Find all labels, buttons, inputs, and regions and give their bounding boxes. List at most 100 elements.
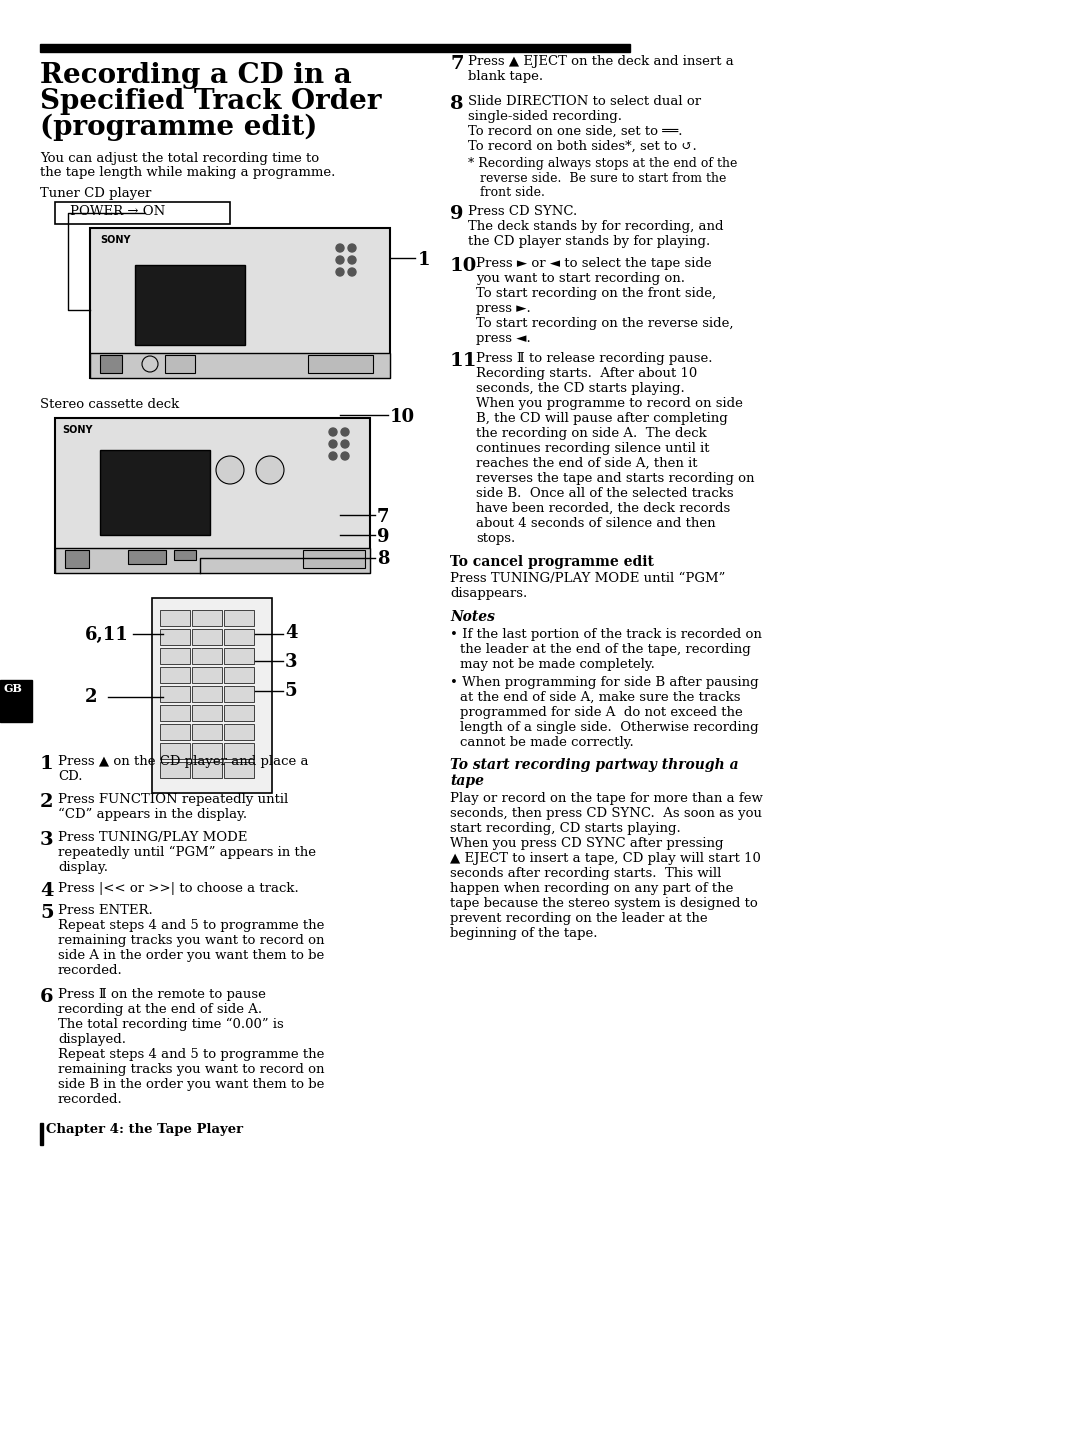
Text: tape because the stereo system is designed to: tape because the stereo system is design… bbox=[450, 896, 758, 909]
Text: B, the CD will pause after completing: B, the CD will pause after completing bbox=[476, 412, 728, 425]
Circle shape bbox=[256, 456, 284, 484]
Text: GB: GB bbox=[4, 684, 23, 694]
Bar bbox=[100, 450, 210, 535]
Circle shape bbox=[348, 245, 356, 252]
Text: To cancel programme edit: To cancel programme edit bbox=[450, 555, 653, 568]
Text: To record on both sides*, set to ↺.: To record on both sides*, set to ↺. bbox=[468, 140, 697, 153]
Text: ▲ EJECT to insert a tape, CD play will start 10: ▲ EJECT to insert a tape, CD play will s… bbox=[450, 852, 761, 865]
Text: remaining tracks you want to record on: remaining tracks you want to record on bbox=[58, 934, 324, 947]
Bar bbox=[40, 1122, 43, 1145]
Text: disappears.: disappears. bbox=[450, 587, 527, 600]
Text: about 4 seconds of silence and then: about 4 seconds of silence and then bbox=[476, 517, 716, 530]
Text: Press ► or ◄ to select the tape side: Press ► or ◄ to select the tape side bbox=[476, 258, 712, 271]
Text: may not be made completely.: may not be made completely. bbox=[460, 658, 654, 671]
Bar bbox=[160, 668, 190, 684]
Text: Press FUNCTION repeatedly until: Press FUNCTION repeatedly until bbox=[58, 793, 288, 806]
Text: 14: 14 bbox=[4, 696, 24, 711]
Bar bbox=[160, 763, 190, 778]
Bar bbox=[192, 743, 222, 758]
Text: seconds, the CD starts playing.: seconds, the CD starts playing. bbox=[476, 381, 685, 394]
Bar bbox=[160, 648, 190, 663]
Text: (programme edit): (programme edit) bbox=[40, 114, 318, 141]
Text: recorded.: recorded. bbox=[58, 1094, 123, 1107]
Text: stops.: stops. bbox=[476, 532, 515, 545]
Text: recording at the end of side A.: recording at the end of side A. bbox=[58, 1003, 262, 1016]
Bar bbox=[40, 45, 630, 52]
Bar bbox=[224, 724, 254, 740]
Bar bbox=[160, 743, 190, 758]
Bar bbox=[100, 355, 122, 373]
Text: When you press CD SYNC after pressing: When you press CD SYNC after pressing bbox=[450, 837, 724, 850]
Text: seconds, then press CD SYNC.  As soon as you: seconds, then press CD SYNC. As soon as … bbox=[450, 807, 762, 820]
Text: Press ENTER.: Press ENTER. bbox=[58, 904, 152, 917]
Text: 5: 5 bbox=[285, 682, 298, 699]
Text: display.: display. bbox=[58, 861, 108, 873]
Bar bbox=[192, 686, 222, 702]
Text: Press Ⅱ to release recording pause.: Press Ⅱ to release recording pause. bbox=[476, 353, 713, 366]
Text: start recording, CD starts playing.: start recording, CD starts playing. bbox=[450, 822, 680, 835]
Circle shape bbox=[348, 268, 356, 276]
Text: Specified Track Order: Specified Track Order bbox=[40, 88, 381, 115]
Bar bbox=[160, 610, 190, 626]
Text: To record on one side, set to ══.: To record on one side, set to ══. bbox=[468, 125, 683, 138]
Bar bbox=[224, 705, 254, 721]
Text: blank tape.: blank tape. bbox=[468, 71, 543, 83]
Circle shape bbox=[329, 452, 337, 460]
Text: Recording a CD in a: Recording a CD in a bbox=[40, 62, 352, 89]
Text: 3: 3 bbox=[285, 653, 297, 671]
Text: • If the last portion of the track is recorded on: • If the last portion of the track is re… bbox=[450, 627, 761, 640]
Text: Press ▲ EJECT on the deck and insert a: Press ▲ EJECT on the deck and insert a bbox=[468, 55, 733, 68]
Text: Press Ⅱ on the remote to pause: Press Ⅱ on the remote to pause bbox=[58, 989, 266, 1002]
Text: 2: 2 bbox=[40, 793, 54, 812]
Text: Press TUNING/PLAY MODE until “PGM”: Press TUNING/PLAY MODE until “PGM” bbox=[450, 571, 726, 586]
Text: 6,11: 6,11 bbox=[85, 626, 129, 645]
Circle shape bbox=[336, 256, 345, 263]
Text: Notes: Notes bbox=[450, 610, 495, 625]
Text: Press CD SYNC.: Press CD SYNC. bbox=[468, 204, 577, 217]
Bar bbox=[224, 610, 254, 626]
Text: 8: 8 bbox=[450, 95, 463, 114]
Text: 7: 7 bbox=[377, 508, 390, 527]
Bar bbox=[160, 686, 190, 702]
Text: Press |<< or >>| to choose a track.: Press |<< or >>| to choose a track. bbox=[58, 882, 299, 895]
Text: Slide DIRECTION to select dual or: Slide DIRECTION to select dual or bbox=[468, 95, 701, 108]
Text: Recording starts.  After about 10: Recording starts. After about 10 bbox=[476, 367, 698, 380]
Text: recorded.: recorded. bbox=[58, 964, 123, 977]
Bar bbox=[160, 724, 190, 740]
Text: To start recording on the reverse side,: To start recording on the reverse side, bbox=[476, 317, 733, 330]
Text: prevent recording on the leader at the: prevent recording on the leader at the bbox=[450, 912, 707, 925]
Circle shape bbox=[216, 456, 244, 484]
Bar bbox=[224, 763, 254, 778]
Bar bbox=[192, 724, 222, 740]
Text: cannot be made correctly.: cannot be made correctly. bbox=[460, 735, 634, 750]
Circle shape bbox=[336, 268, 345, 276]
Text: SONY: SONY bbox=[100, 235, 131, 245]
Text: • When programming for side B after pausing: • When programming for side B after paus… bbox=[450, 676, 758, 689]
Text: Press ▲ on the CD player and place a: Press ▲ on the CD player and place a bbox=[58, 755, 309, 768]
Bar bbox=[192, 763, 222, 778]
Text: happen when recording on any part of the: happen when recording on any part of the bbox=[450, 882, 733, 895]
Text: * Recording always stops at the end of the: * Recording always stops at the end of t… bbox=[468, 157, 738, 170]
Bar bbox=[224, 648, 254, 663]
Text: Press TUNING/PLAY MODE: Press TUNING/PLAY MODE bbox=[58, 830, 247, 845]
Text: tape: tape bbox=[450, 774, 484, 789]
Bar bbox=[192, 610, 222, 626]
Text: 9: 9 bbox=[377, 528, 390, 545]
Text: side B in the order you want them to be: side B in the order you want them to be bbox=[58, 1078, 324, 1091]
Circle shape bbox=[341, 440, 349, 448]
Bar bbox=[55, 548, 370, 573]
Text: length of a single side.  Otherwise recording: length of a single side. Otherwise recor… bbox=[460, 721, 758, 734]
Text: SONY: SONY bbox=[62, 425, 93, 435]
Text: POWER → ON: POWER → ON bbox=[70, 204, 165, 217]
Circle shape bbox=[341, 452, 349, 460]
Circle shape bbox=[341, 427, 349, 436]
Circle shape bbox=[336, 245, 345, 252]
Text: CD.: CD. bbox=[58, 770, 82, 783]
Text: The deck stands by for recording, and: The deck stands by for recording, and bbox=[468, 220, 724, 233]
Bar bbox=[160, 705, 190, 721]
Bar bbox=[224, 629, 254, 645]
Text: 2: 2 bbox=[85, 688, 97, 707]
Text: side B.  Once all of the selected tracks: side B. Once all of the selected tracks bbox=[476, 486, 733, 499]
Text: reverse side.  Be sure to start from the: reverse side. Be sure to start from the bbox=[480, 173, 727, 186]
Text: “CD” appears in the display.: “CD” appears in the display. bbox=[58, 809, 247, 822]
